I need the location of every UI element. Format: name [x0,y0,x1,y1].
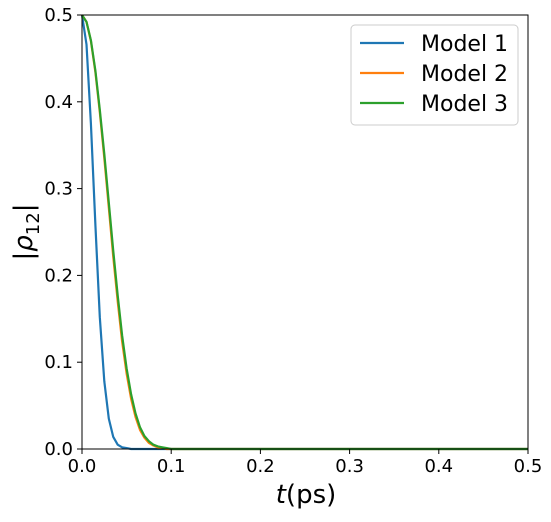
x-tick-label: 0.3 [335,456,364,477]
x-axis-ticks: 0.0 0.1 0.2 0.3 0.4 0.5 [68,449,543,477]
legend-label-model-2: Model 2 [421,62,508,87]
y-tick-label: 0.1 [44,352,73,373]
legend: Model 1 Model 2 Model 3 [350,24,519,126]
y-axis-label-delim-right: | [9,204,39,213]
legend-label-model-1: Model 1 [421,32,508,57]
y-tick-label: 0.5 [44,5,73,26]
x-tick-label: 0.1 [157,456,186,477]
y-tick-label: 0.3 [44,179,73,200]
x-tick-label: 0.5 [514,456,543,477]
legend-label-model-3: Model 3 [421,92,508,117]
y-axis-label-sub: 12 [23,212,44,235]
x-tick-label: 0.2 [246,456,275,477]
x-axis-label: t(ps) [276,480,337,510]
y-tick-label: 0.2 [44,265,73,286]
x-tick-label: 0.4 [424,456,453,477]
legend-box [350,24,519,126]
y-axis-label-var: ρ [9,235,39,252]
y-tick-label: 0.0 [44,439,73,460]
x-axis-label-unit: (ps) [286,480,336,510]
x-axis-label-var: t [276,480,287,510]
x-tick-label: 0.0 [68,456,97,477]
y-tick-label: 0.4 [44,92,73,113]
y-axis-ticks: 0.0 0.1 0.2 0.3 0.4 0.5 [44,5,82,460]
y-axis-label-delim-left: | [9,252,39,261]
y-axis-label: |ρ12| [9,204,44,261]
plot-frame [81,14,529,450]
